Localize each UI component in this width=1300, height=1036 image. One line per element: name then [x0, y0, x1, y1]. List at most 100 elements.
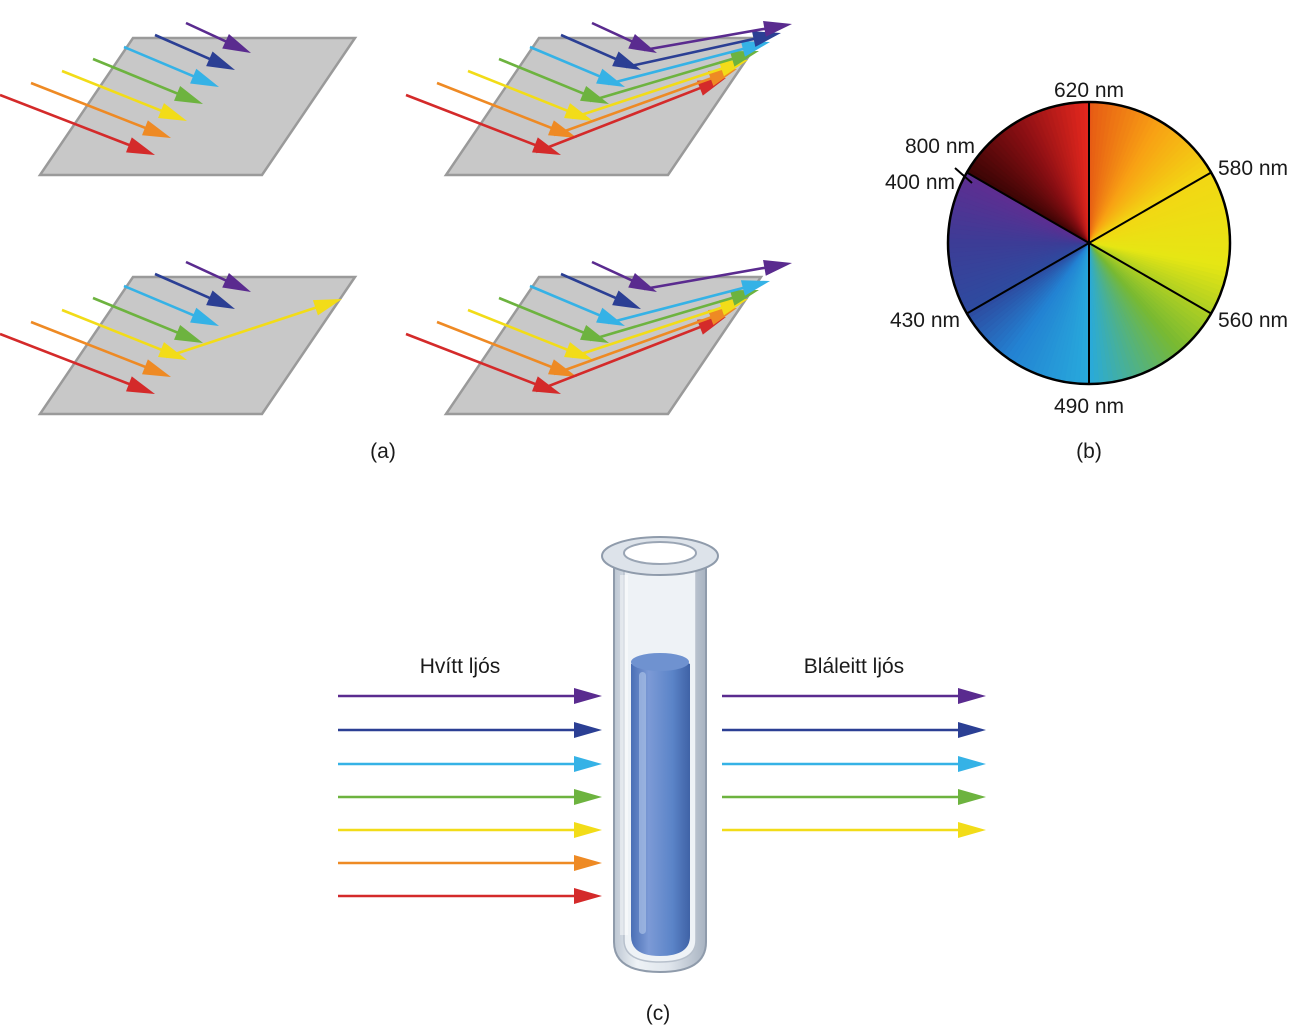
incoming-orange-arrow-head — [574, 855, 602, 871]
incident-orange-arrow-shaft — [436, 81, 565, 135]
incident-yellow-arrow-shaft — [467, 308, 581, 357]
reflected-cyan-arrow-head — [740, 280, 770, 296]
incident-blue-arrow-head — [206, 51, 235, 70]
outgoing-cyan-arrow-head — [958, 756, 986, 772]
incoming-blue-arrow-head — [574, 722, 602, 738]
reflected-red-arrow-head — [697, 317, 726, 335]
wheel-divider — [966, 242, 1090, 315]
reflected-green-arrow-shaft — [589, 53, 746, 103]
reflected-blue-arrow-shaft — [625, 34, 768, 69]
incident-green-arrow-head — [174, 324, 203, 343]
incident-yellow-arrow-head — [158, 342, 187, 360]
reflected-cyan-arrow-shaft — [607, 283, 757, 325]
reflected-yellow-arrow-head — [718, 60, 748, 77]
panel-c-caption: (c) — [646, 1002, 671, 1025]
reflected-orange-arrow-head — [707, 69, 737, 87]
reflected-red-arrow-head — [697, 78, 726, 96]
wheel-divider — [1088, 171, 1212, 244]
incident-yellow-arrow-shaft — [61, 308, 175, 357]
solution-highlight — [639, 672, 646, 934]
incident-red-arrow-head — [126, 137, 155, 155]
wheel-label-400: 400 nm — [885, 171, 955, 194]
plate-reflects-most — [405, 259, 792, 416]
incoming-violet-arrow-head — [574, 688, 602, 704]
reflected-green-arrow-head — [729, 290, 759, 306]
wheel-label-490: 490 nm — [1054, 395, 1124, 418]
wheel-divider — [1088, 242, 1212, 315]
incident-violet-arrow-head — [222, 273, 251, 292]
wheel-label-800: 800 nm — [905, 135, 975, 158]
incident-yellow-arrow-head — [564, 103, 593, 121]
reflected-yellow-arrow-shaft — [571, 302, 736, 359]
incident-blue-arrow-head — [206, 290, 235, 309]
incident-cyan-arrow-shaft — [529, 45, 613, 83]
white-light-label: Hvítt ljós — [420, 655, 501, 678]
plate-absorbs-all — [0, 21, 358, 177]
incident-green-arrow-shaft — [92, 296, 191, 339]
panel-b-color-wheel — [946, 100, 1232, 386]
incident-green-arrow-shaft — [498, 296, 597, 339]
solution-surface — [631, 653, 689, 671]
gray-surface — [37, 36, 358, 177]
wheel-label-430: 430 nm — [890, 309, 960, 332]
reflected-yellow-arrow-shaft — [571, 63, 736, 120]
reflected-yellow-arrow-head — [312, 299, 342, 316]
incident-orange-arrow-shaft — [436, 320, 565, 374]
reflected-green-arrow-head — [729, 51, 759, 67]
plate-reflects-yellow — [0, 260, 358, 416]
incident-orange-arrow-head — [142, 120, 171, 138]
incident-cyan-arrow-shaft — [529, 284, 613, 322]
incident-red-arrow-shaft — [405, 332, 549, 391]
incoming-yellow-arrow-head — [574, 822, 602, 838]
wheel-label-560: 560 nm — [1218, 309, 1288, 332]
reflected-red-arrow-shaft — [535, 320, 714, 393]
incoming-green-arrow-head — [574, 789, 602, 805]
incident-red-arrow-shaft — [0, 93, 143, 152]
bluish-light-label: Bláleitt ljós — [804, 655, 904, 678]
reflected-red-arrow-shaft — [535, 81, 714, 154]
reflected-orange-arrow-head — [707, 308, 737, 326]
label-leader-line — [954, 167, 973, 184]
reflected-violet-arrow-shaft — [643, 264, 779, 291]
reflected-cyan-arrow-shaft — [607, 44, 757, 86]
reflected-blue-arrow-head — [751, 31, 781, 47]
incident-yellow-arrow-shaft — [61, 69, 175, 118]
incident-cyan-arrow-head — [190, 307, 219, 326]
reflected-green-arrow-shaft — [589, 292, 746, 342]
incident-red-arrow-head — [126, 376, 155, 394]
reflected-yellow-arrow-shaft — [165, 302, 330, 359]
reflected-orange-arrow-shaft — [553, 72, 725, 137]
panel-a-reflection-plates — [0, 20, 792, 416]
tube-opening — [623, 541, 697, 565]
incident-orange-arrow-shaft — [30, 81, 159, 135]
incident-green-arrow-shaft — [92, 57, 191, 100]
incident-red-arrow-shaft — [0, 332, 143, 391]
incident-violet-arrow-head — [222, 34, 251, 53]
incident-cyan-arrow-shaft — [123, 284, 207, 322]
wheel-label-580: 580 nm — [1218, 157, 1288, 180]
reflected-cyan-arrow-head — [740, 41, 770, 57]
incoming-red-arrow-head — [574, 888, 602, 904]
incident-green-arrow-head — [174, 85, 203, 104]
outgoing-violet-arrow-head — [958, 688, 986, 704]
incident-green-arrow-head — [580, 85, 609, 104]
wheel-divider — [966, 171, 1090, 244]
incident-yellow-arrow-head — [564, 342, 593, 360]
incident-green-arrow-shaft — [498, 57, 597, 100]
reflected-violet-arrow-head — [763, 20, 792, 37]
outgoing-green-arrow-head — [958, 789, 986, 805]
panel-b-caption: (b) — [1076, 440, 1102, 463]
reflected-yellow-arrow-head — [718, 299, 748, 316]
incident-yellow-arrow-head — [158, 103, 187, 121]
reflected-violet-arrow-head — [763, 259, 792, 276]
incident-cyan-arrow-head — [190, 68, 219, 87]
panel-c-test-tube — [338, 536, 986, 974]
incident-green-arrow-head — [580, 324, 609, 343]
plate-reflects-all — [405, 20, 792, 177]
outgoing-blue-arrow-head — [958, 722, 986, 738]
incident-red-arrow-shaft — [405, 93, 549, 152]
outgoing-yellow-arrow-head — [958, 822, 986, 838]
incoming-cyan-arrow-head — [574, 756, 602, 772]
reflected-violet-arrow-shaft — [643, 25, 779, 52]
